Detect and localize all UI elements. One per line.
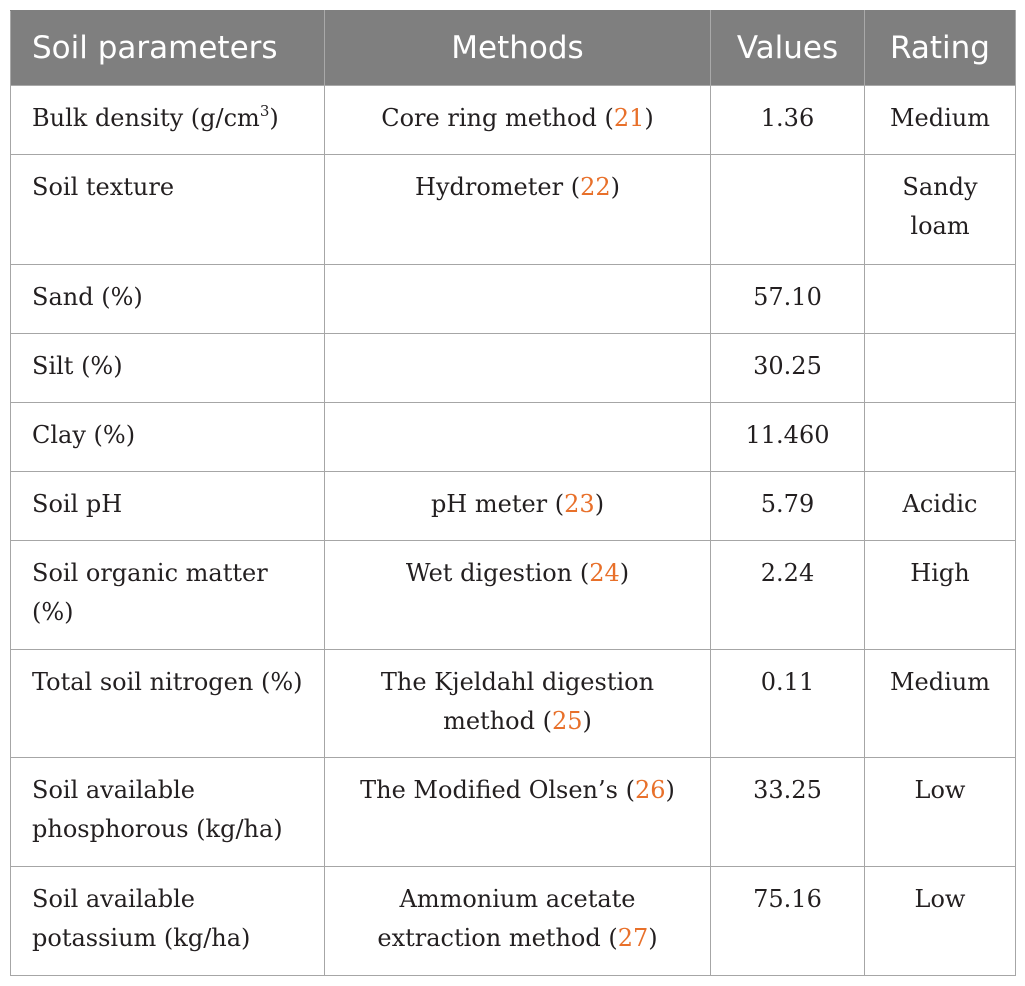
- method-text: Wet digestion (: [405, 559, 590, 587]
- parameter-cell: Soil available potassium (kg/ha): [10, 866, 325, 976]
- method-cell: The Modified Olsen’s (26): [324, 757, 711, 867]
- rating-cell: Low: [864, 757, 1016, 867]
- rating-cell: Low: [864, 866, 1016, 976]
- parameter-cell: Sand (%): [10, 264, 325, 334]
- method-cell: [324, 264, 711, 334]
- table-header-row: Soil parameters Methods Values Rating: [10, 10, 1016, 86]
- table-row: Soil pH pH meter (23) 5.79 Acidic: [10, 471, 1016, 541]
- value-cell: [710, 154, 865, 265]
- value-cell: 5.79: [710, 471, 865, 541]
- reference-link[interactable]: 27: [617, 924, 649, 952]
- method-cell: [324, 402, 711, 472]
- method-cell: pH meter (23): [324, 471, 711, 541]
- table-row: Soil organic matter (%) Wet digestion (2…: [10, 540, 1016, 650]
- value-cell: 33.25: [710, 757, 865, 867]
- method-close: ): [619, 559, 630, 587]
- rating-cell: Medium: [864, 649, 1016, 758]
- superscript-text: 3: [259, 102, 270, 120]
- method-cell: [324, 333, 711, 403]
- rating-cell: [864, 402, 1016, 472]
- method-close: ): [665, 776, 675, 804]
- table-row: Bulk density (g/cm3) Core ring method (2…: [10, 85, 1016, 155]
- table-row: Clay (%) 11.460: [10, 402, 1016, 472]
- method-cell: Hydrometer (22): [324, 154, 711, 265]
- method-cell: Core ring method (21): [324, 85, 711, 155]
- method-close: ): [582, 707, 592, 735]
- value-cell: 57.10: [710, 264, 865, 334]
- header-values: Values: [710, 10, 865, 86]
- reference-link[interactable]: 26: [634, 776, 666, 804]
- table-row: Soil available phosphorous (kg/ha) The M…: [10, 757, 1016, 867]
- value-cell: 75.16: [710, 866, 865, 976]
- parameter-text: Bulk density (g/cm: [32, 104, 260, 132]
- value-cell: 1.36: [710, 85, 865, 155]
- parameter-cell: Silt (%): [10, 333, 325, 403]
- parameter-suffix: ): [269, 104, 279, 132]
- rating-cell: [864, 333, 1016, 403]
- method-text: pH meter (: [430, 490, 565, 518]
- reference-link[interactable]: 23: [564, 490, 595, 518]
- method-text: The Modified Olsen’s (: [360, 776, 635, 804]
- header-rating: Rating: [864, 10, 1016, 86]
- method-text: Core ring method (: [381, 104, 614, 132]
- method-cell: Wet digestion (24): [324, 540, 711, 650]
- rating-cell: Acidic: [864, 471, 1016, 541]
- value-cell: 0.11: [710, 649, 865, 758]
- parameter-cell: Clay (%): [10, 402, 325, 472]
- parameter-cell: Total soil nitrogen (%): [10, 649, 325, 758]
- rating-cell: [864, 264, 1016, 334]
- header-soil-parameters: Soil parameters: [10, 10, 325, 86]
- rating-cell: Medium: [864, 85, 1016, 155]
- value-cell: 30.25: [710, 333, 865, 403]
- table-row: Total soil nitrogen (%) The Kjeldahl dig…: [10, 649, 1016, 758]
- reference-link[interactable]: 25: [551, 707, 583, 735]
- parameter-cell: Soil pH: [10, 471, 325, 541]
- method-close: ): [648, 924, 658, 952]
- method-text: The Kjeldahl digestion method (: [380, 668, 655, 735]
- method-text: Hydrometer (: [415, 173, 581, 201]
- table-row: Soil available potassium (kg/ha) Ammoniu…: [10, 866, 1016, 976]
- reference-link[interactable]: 22: [580, 173, 611, 201]
- rating-cell: Sandy loam: [864, 154, 1016, 265]
- rating-cell: High: [864, 540, 1016, 650]
- parameter-cell: Soil texture: [10, 154, 325, 265]
- reference-link[interactable]: 21: [613, 104, 645, 132]
- parameter-cell: Bulk density (g/cm3): [10, 85, 325, 155]
- table-row: Silt (%) 30.25: [10, 333, 1016, 403]
- parameter-cell: Soil available phosphorous (kg/ha): [10, 757, 325, 867]
- reference-link[interactable]: 24: [589, 559, 620, 587]
- method-close: ): [644, 104, 654, 132]
- method-cell: The Kjeldahl digestion method (25): [324, 649, 711, 758]
- method-close: ): [610, 173, 620, 201]
- value-cell: 2.24: [710, 540, 865, 650]
- soil-parameters-table: Soil parameters Methods Values Rating Bu…: [10, 10, 1016, 976]
- parameter-cell: Soil organic matter (%): [10, 540, 325, 650]
- value-cell: 11.460: [710, 402, 865, 472]
- table-row: Sand (%) 57.10: [10, 264, 1016, 334]
- method-close: ): [594, 490, 605, 518]
- method-text: Ammonium acetate extraction method (: [377, 885, 636, 952]
- header-methods: Methods: [324, 10, 711, 86]
- table-row: Soil texture Hydrometer (22) Sandy loam: [10, 154, 1016, 265]
- method-cell: Ammonium acetate extraction method (27): [324, 866, 711, 976]
